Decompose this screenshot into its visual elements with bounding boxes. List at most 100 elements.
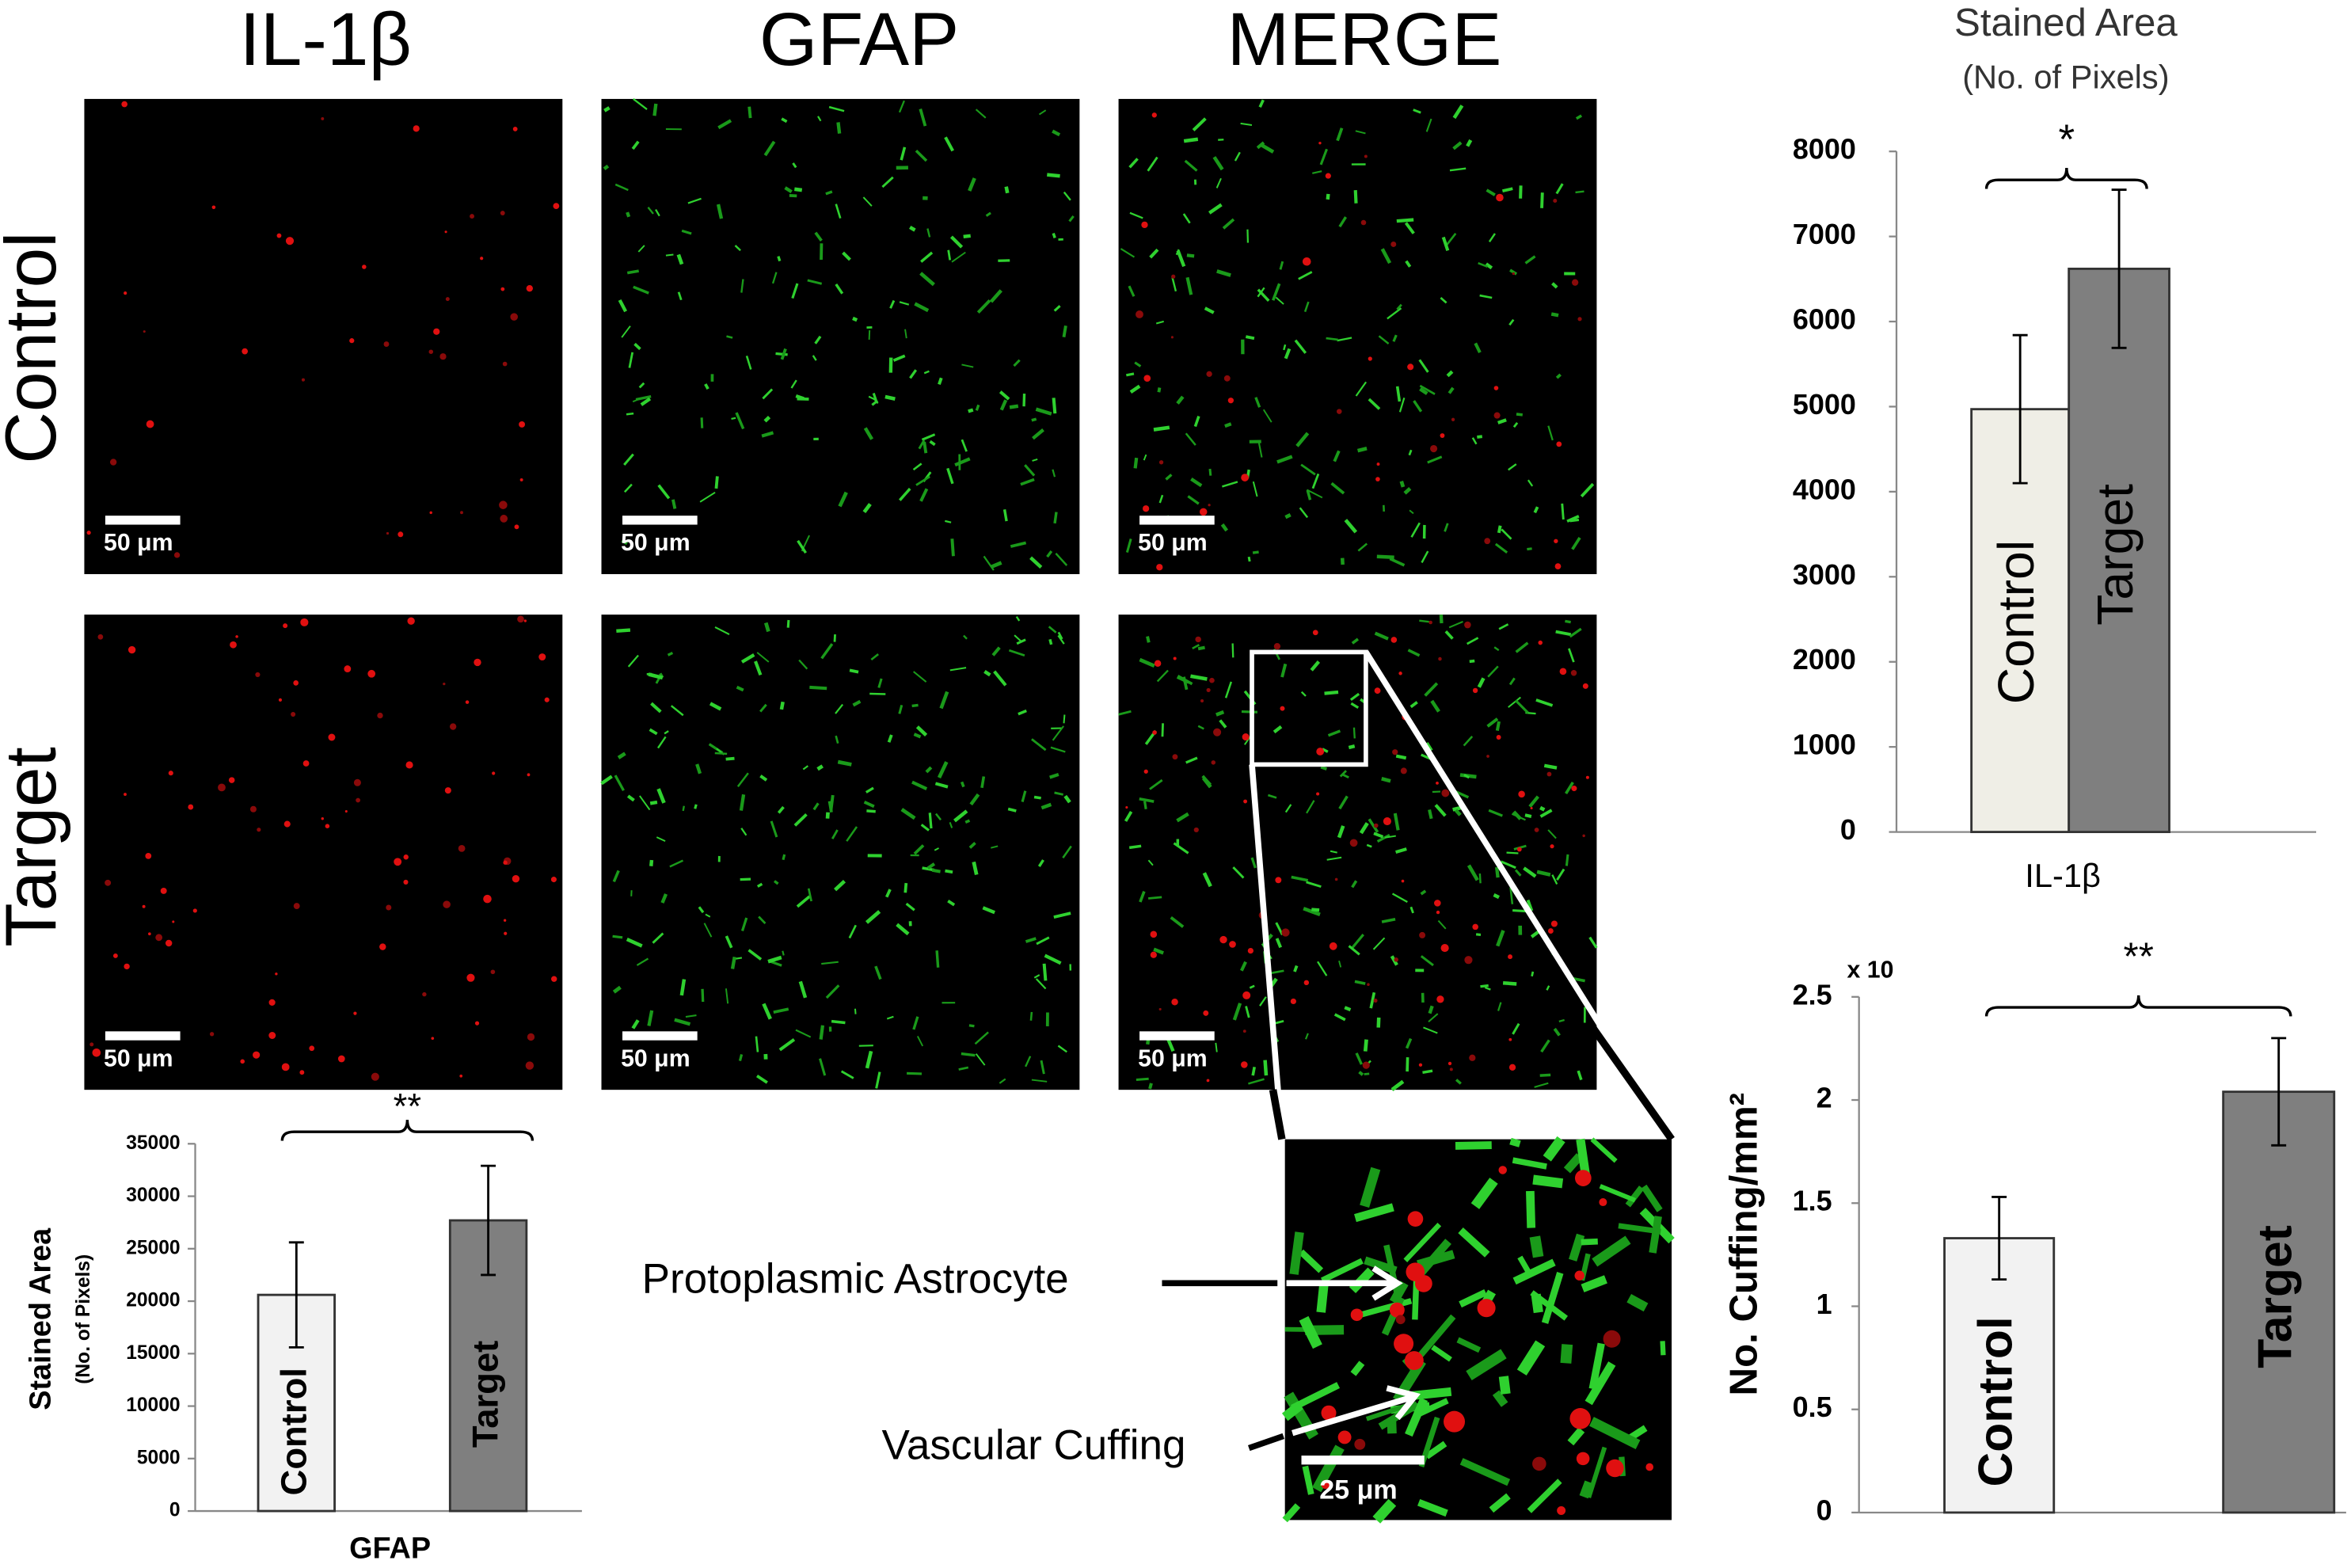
astrocyte-process (1190, 477, 1203, 488)
il1b-spot (1367, 983, 1370, 986)
astrocyte-process (1281, 1401, 1303, 1421)
astrocyte-process (714, 752, 728, 755)
astrocyte-process (1459, 1458, 1511, 1486)
il1b-spot (1354, 1438, 1366, 1450)
astrocyte-process (1508, 696, 1521, 708)
astrocyte-process (682, 805, 685, 812)
il1b-spot (1392, 749, 1398, 755)
astrocyte-process (1125, 539, 1132, 553)
astrocyte-process (975, 1053, 986, 1066)
il1b-spot (257, 828, 261, 832)
astrocyte-process (1466, 1349, 1507, 1380)
astrocyte-process (1035, 407, 1052, 416)
astrocyte-process (1568, 648, 1575, 663)
astrocyte-process (1395, 386, 1402, 402)
astrocyte-process (1037, 859, 1044, 867)
astrocyte-process (1149, 778, 1163, 790)
astrocyte-process (1527, 1479, 1562, 1513)
il1b-spot (1553, 199, 1558, 204)
il1b-spot (1376, 462, 1380, 466)
astrocyte-process (1580, 482, 1595, 498)
astrocyte-process (1252, 550, 1259, 554)
astrocyte-process (1508, 318, 1515, 326)
astrocyte-process (603, 106, 611, 112)
y-tick-label: 30000 (126, 1185, 180, 1206)
astrocyte-process (1057, 1045, 1067, 1053)
astrocyte-process (1251, 1067, 1256, 1076)
astrocyte-process (1376, 554, 1394, 559)
astrocyte-process (1358, 1071, 1364, 1076)
astrocyte-process (885, 889, 892, 898)
astrocyte-process (1321, 1258, 1364, 1284)
il1b-spot (121, 101, 128, 108)
astrocyte-process (794, 187, 803, 192)
il1b-spot (1418, 1063, 1423, 1067)
astrocyte-process (1467, 864, 1479, 881)
astrocyte-process (1440, 296, 1448, 304)
astrocyte-process (913, 733, 922, 739)
astrocyte-process (756, 882, 763, 888)
astrocyte-process (1459, 1289, 1488, 1308)
astrocyte-process (698, 906, 705, 914)
astrocyte-process (1526, 899, 1534, 911)
astrocyte-process (866, 809, 876, 813)
il1b-spot (504, 931, 508, 935)
il1b-spot (502, 361, 508, 367)
il1b-spot (1398, 672, 1402, 676)
astrocyte-process (1267, 794, 1277, 799)
astrocyte-process (1185, 432, 1196, 446)
astrocyte-process (1403, 487, 1412, 495)
astrocyte-process (1385, 835, 1396, 839)
il1b-spot (1211, 760, 1216, 765)
astrocyte-process (1126, 372, 1135, 377)
astrocyte-process (1566, 515, 1580, 523)
astrocyte-process (991, 845, 999, 849)
astrocyte-process (637, 245, 645, 253)
astrocyte-process (923, 441, 928, 454)
astrocyte-process (755, 1075, 768, 1084)
astrocyte-process (1002, 509, 1008, 522)
astrocyte-process (1509, 887, 1514, 904)
il1b-spot (293, 680, 299, 686)
astrocyte-process (762, 1003, 772, 1020)
astrocyte-process (1004, 186, 1010, 194)
astrocyte-process (1509, 268, 1518, 276)
il1b-spot (1390, 637, 1398, 643)
il1b-spot (1193, 827, 1199, 833)
astrocyte-process (884, 394, 896, 402)
astrocyte-process (612, 870, 620, 883)
il1b-spot (1350, 1308, 1364, 1322)
astrocyte-process (1543, 763, 1558, 770)
astrocyte-process (1330, 481, 1345, 495)
il1b-spot (362, 265, 367, 269)
il1b-spot (1173, 657, 1177, 660)
astrocyte-process (852, 699, 862, 707)
il1b-spot (349, 338, 355, 344)
astrocyte-process (1444, 523, 1449, 532)
astrocyte-process (1224, 422, 1232, 428)
astrocyte-process (825, 984, 840, 999)
astrocyte-process (1372, 937, 1386, 950)
astrocyte-process (773, 1007, 789, 1014)
astrocyte-process (889, 299, 896, 309)
astrocyte-process (623, 483, 633, 493)
astrocyte-process (835, 703, 844, 714)
astrocyte-process (779, 701, 785, 710)
astrocyte-process (1049, 772, 1059, 779)
astrocyte-process (1555, 183, 1564, 195)
astrocyte-process (947, 249, 952, 261)
astrocyte-process (1515, 641, 1529, 653)
astrocyte-process (735, 412, 745, 430)
astrocyte-process (1547, 829, 1557, 839)
astrocyte-process (1197, 725, 1204, 730)
astrocyte-process (1444, 630, 1454, 640)
scale-bar-label: 50 μm (1138, 530, 1208, 556)
astrocyte-process (1053, 512, 1058, 524)
astrocyte-process (1048, 626, 1057, 634)
astrocyte-process (1062, 845, 1072, 858)
il1b-spot (523, 619, 527, 622)
astrocyte-process (1185, 756, 1198, 764)
il1b-spot (1394, 957, 1398, 962)
astrocyte-process (1425, 742, 1433, 752)
significance-label: * (2059, 116, 2075, 163)
